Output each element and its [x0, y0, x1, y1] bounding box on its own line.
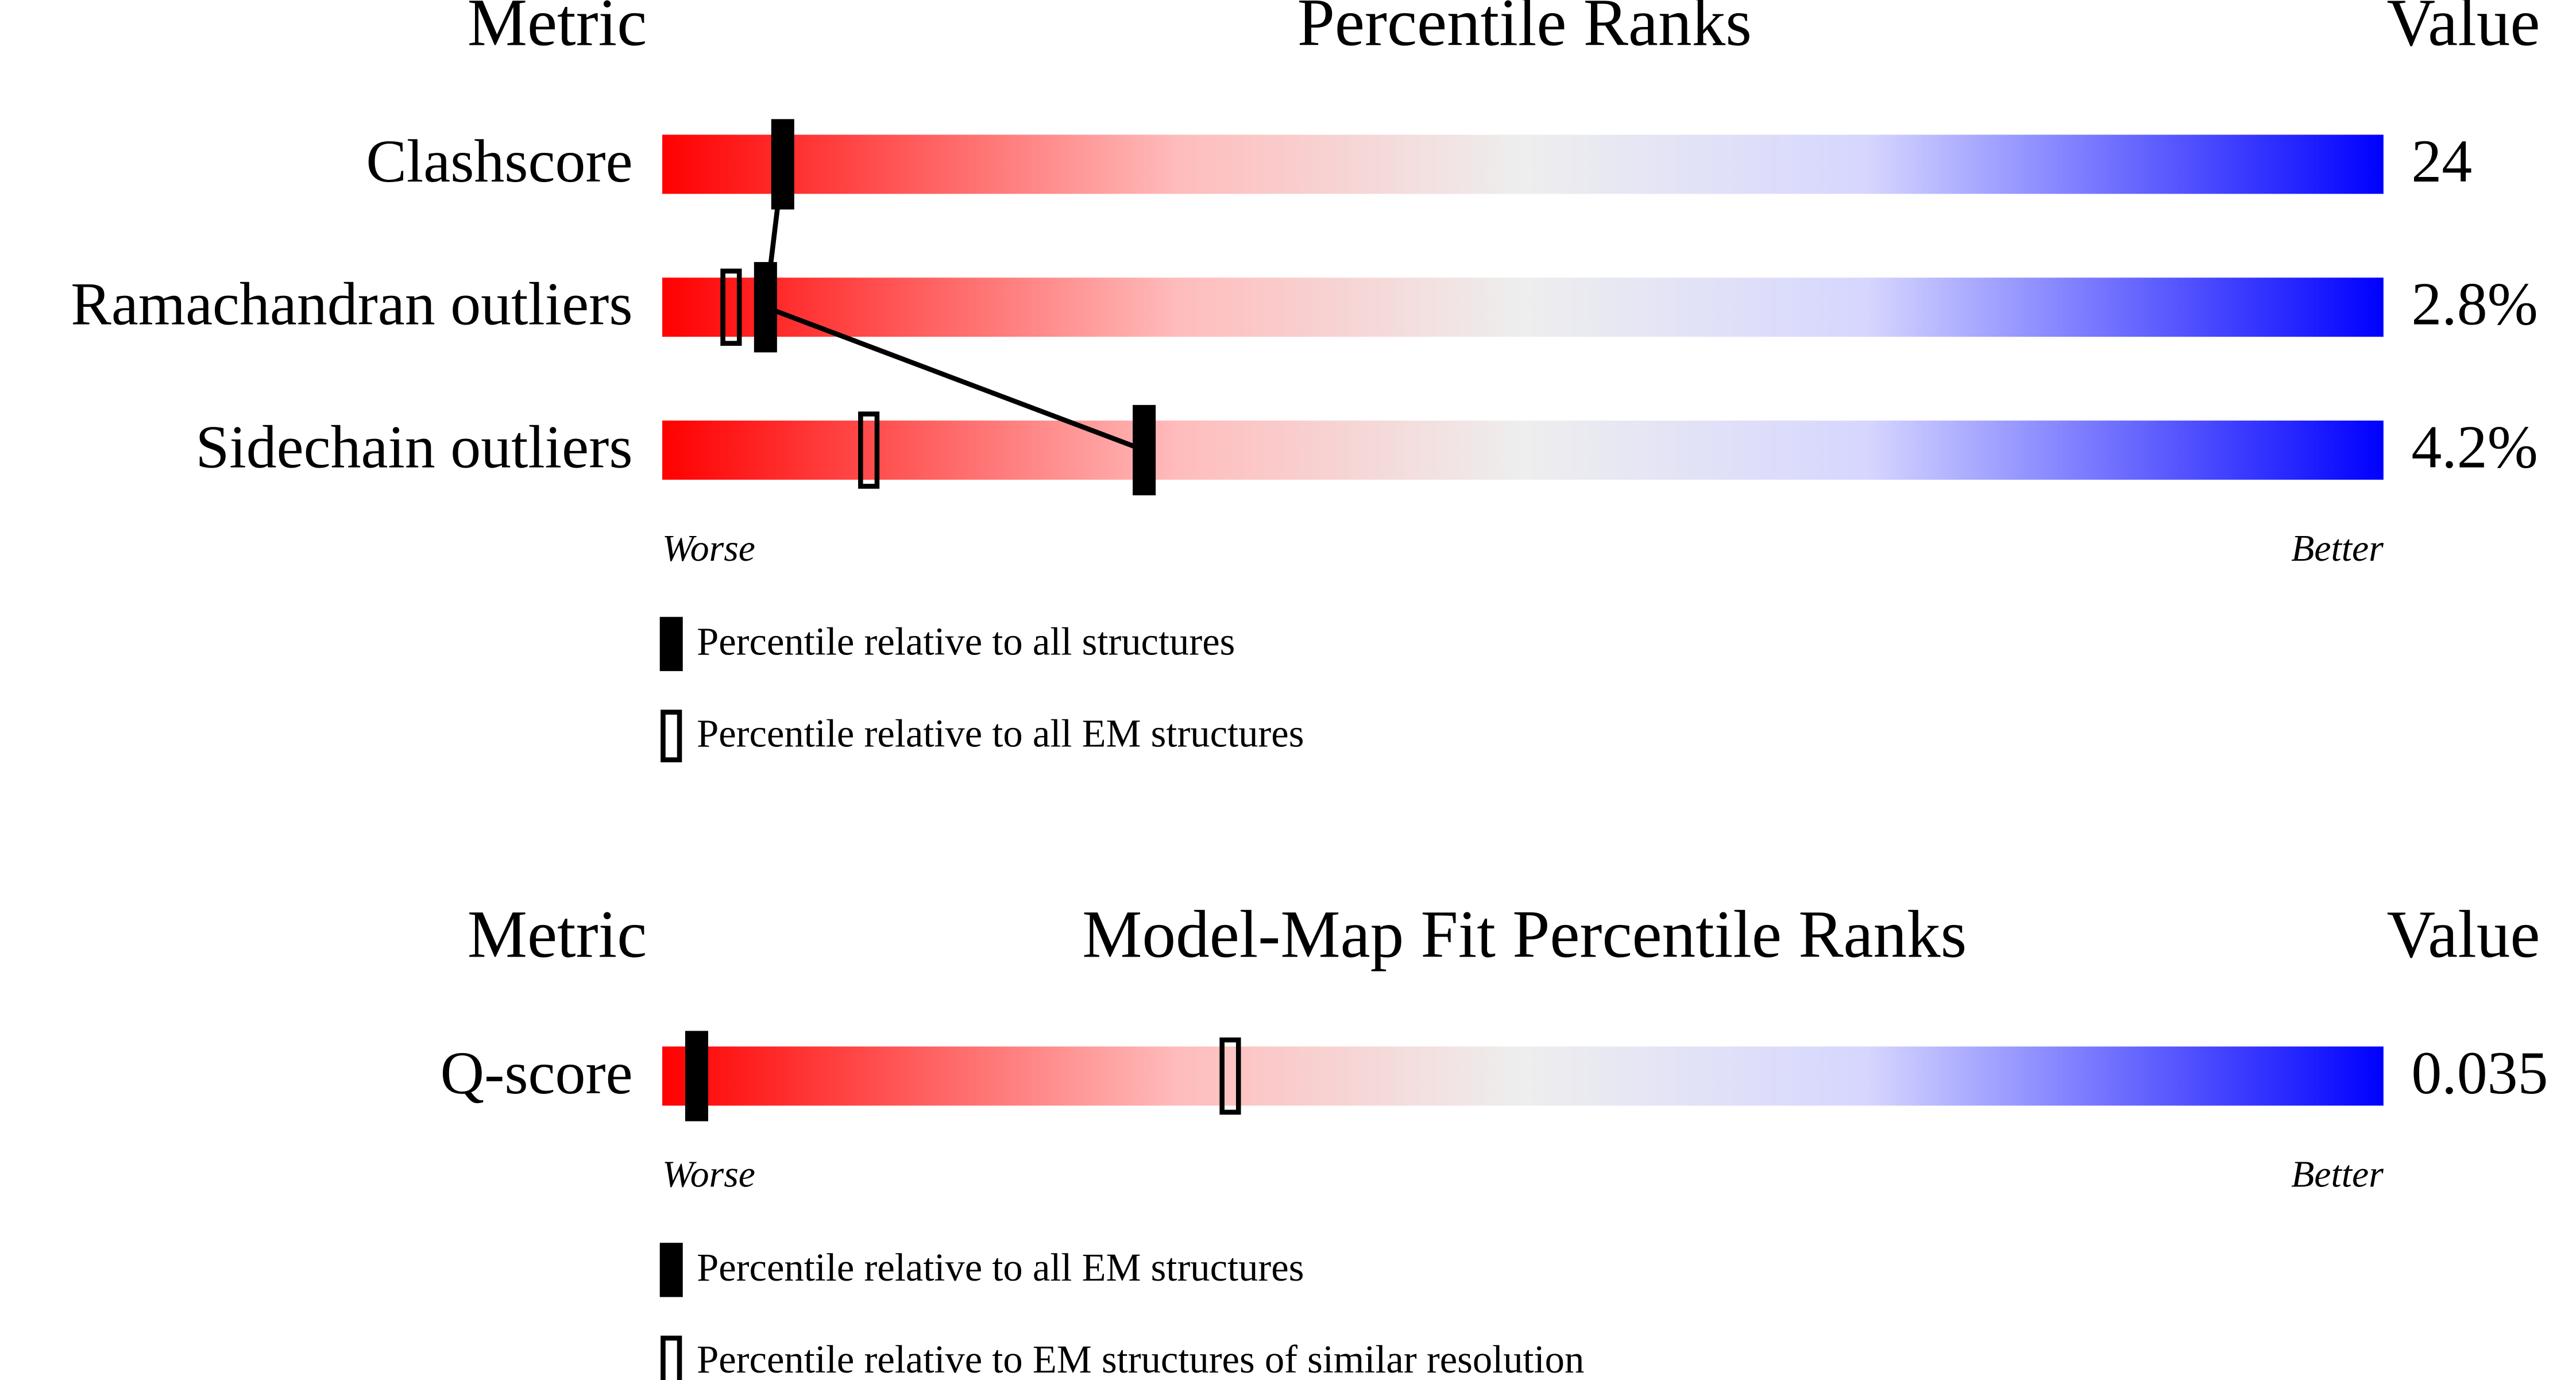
- axis-high-label: Better: [2291, 1153, 2384, 1195]
- metric-header: Metric: [468, 897, 647, 972]
- metric-label: Clashscore: [366, 128, 632, 195]
- legend-label: Percentile relative to all EM structures: [697, 1246, 1304, 1289]
- marker-open: [858, 411, 880, 489]
- value-header: Value: [2387, 0, 2540, 60]
- axis-high-label: Better: [2291, 527, 2384, 569]
- legend-label: Percentile relative to all structures: [697, 620, 1235, 664]
- legend-label: Percentile relative to EM structures of …: [697, 1337, 1584, 1380]
- legend-swatch: [659, 616, 683, 672]
- axis-low-label: Worse: [662, 1153, 755, 1195]
- legend-swatch: [661, 1335, 682, 1380]
- metric-value: 2.8%: [2411, 271, 2538, 338]
- metric-value: 0.035: [2411, 1039, 2548, 1107]
- metric-value: 4.2%: [2411, 414, 2538, 481]
- marker-filled: [771, 119, 794, 210]
- marker-open: [720, 268, 742, 346]
- marker-filled: [754, 262, 777, 353]
- marker-open: [1219, 1037, 1241, 1115]
- metric-label: Ramachandran outliers: [71, 271, 632, 338]
- chart-title: Model-Map Fit Percentile Ranks: [1082, 897, 1967, 972]
- gradient-bar: [662, 1046, 2384, 1106]
- metric-value: 24: [2411, 128, 2472, 195]
- gradient-bar: [662, 134, 2384, 194]
- marker-filled: [1133, 404, 1156, 496]
- legend-swatch: [661, 710, 682, 762]
- chart-title: Percentile Ranks: [1297, 0, 1752, 60]
- gradient-bar: [662, 277, 2384, 337]
- metric-header: Metric: [468, 0, 647, 60]
- axis-low-label: Worse: [662, 527, 755, 569]
- gradient-bar: [662, 421, 2384, 480]
- metric-label: Q-score: [441, 1039, 633, 1107]
- metric-label: Sidechain outliers: [196, 414, 633, 481]
- legend-label: Percentile relative to all EM structures: [697, 712, 1304, 755]
- value-header: Value: [2387, 897, 2540, 972]
- legend-swatch: [659, 1243, 683, 1297]
- marker-filled: [685, 1031, 708, 1121]
